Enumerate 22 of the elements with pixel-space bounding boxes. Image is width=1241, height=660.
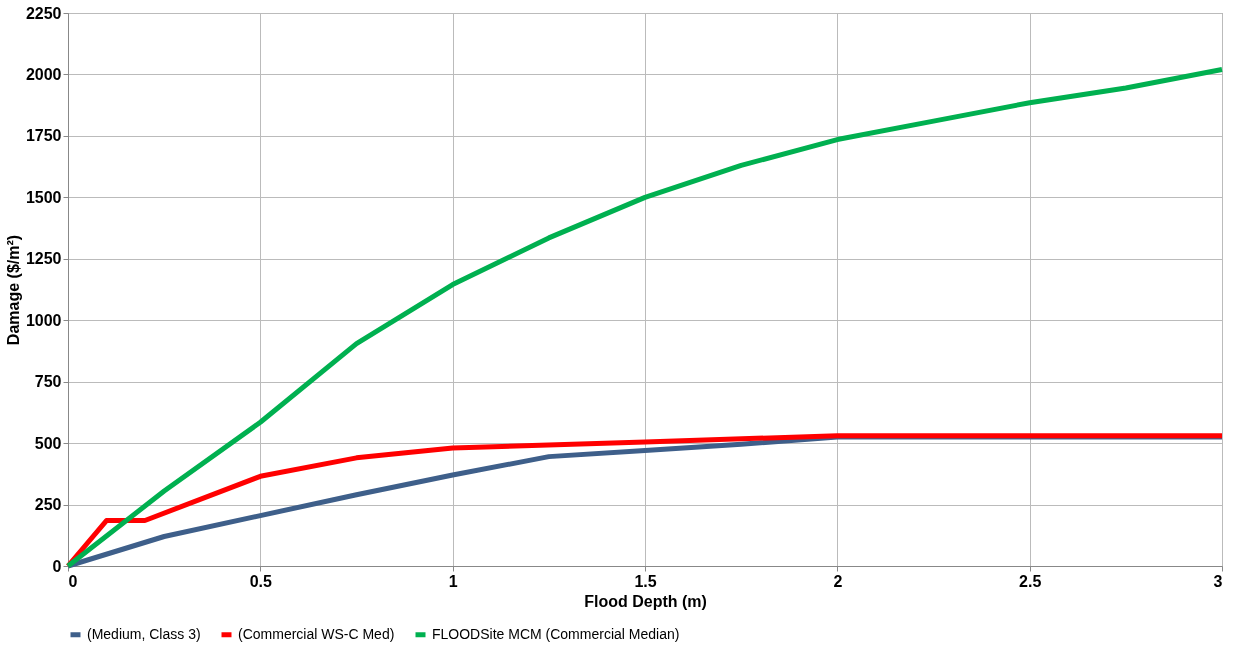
x-axis-title: Flood Depth (m) [584,592,707,610]
y-axis-title: Damage ($/m²) [4,234,22,346]
y-tick-label: 500 [34,434,62,452]
x-tick-label: 2.5 [1019,572,1042,590]
x-tick-label: 0 [68,572,78,590]
y-tick-label: 1000 [25,311,62,329]
x-tick-label: 0.5 [249,572,273,590]
y-tick-label: 1500 [25,188,62,206]
y-tick-label: 250 [34,496,62,514]
y-tick-label: 750 [34,373,62,391]
legend-label: (Commercial WS-C Med) [238,625,395,642]
y-tick-label: 0 [52,557,62,575]
x-tick-label: 1.5 [634,572,657,590]
y-tick-label: 2000 [25,65,62,83]
x-tick-label: 1 [448,572,458,590]
x-tick-label: 3 [1213,572,1223,590]
legend-label: FLOODSite MCM (Commercial Median) [432,625,680,642]
legend-label: (Medium, Class 3) [87,625,201,642]
y-tick-label: 1250 [25,250,62,268]
x-tick-label: 2 [833,572,843,590]
y-tick-label: 1750 [25,127,62,145]
y-tick-label: 2250 [25,4,62,22]
